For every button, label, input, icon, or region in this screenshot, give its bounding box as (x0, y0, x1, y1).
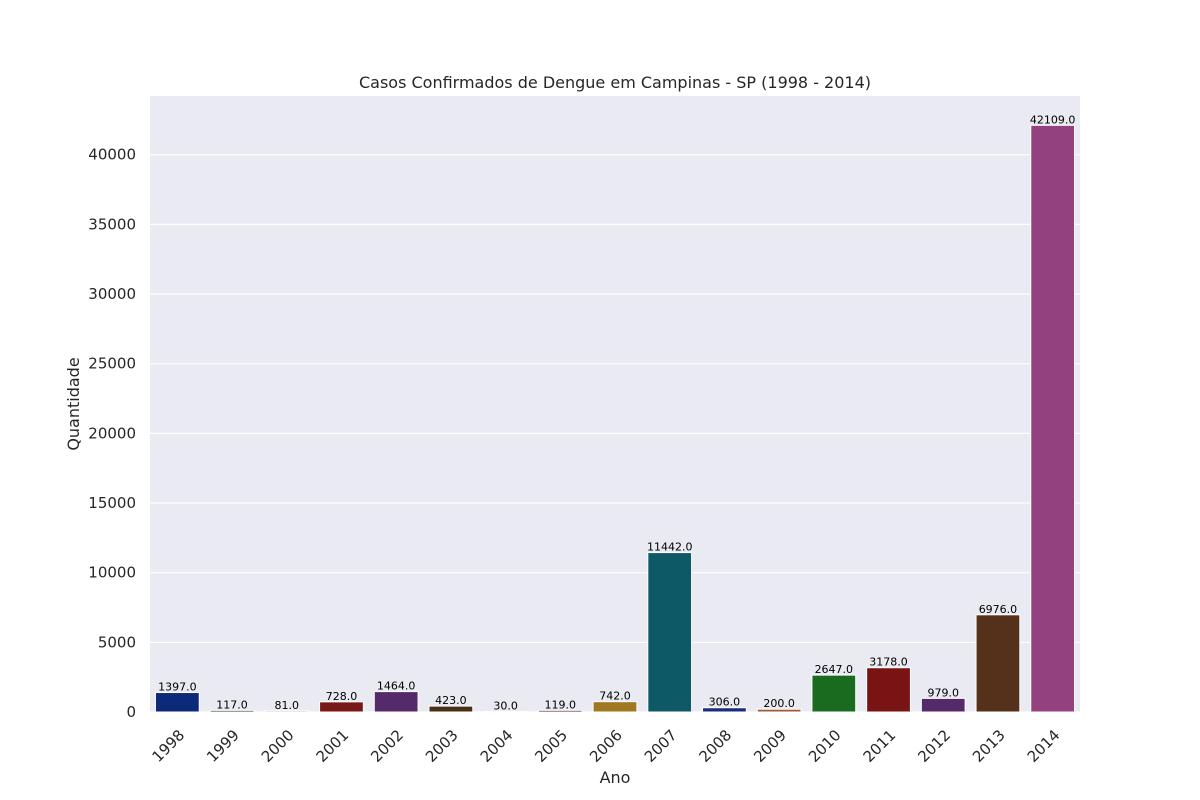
bar-value-label: 2647.0 (815, 663, 854, 676)
x-tick-label: 1998 (148, 726, 188, 766)
bar-value-label: 3178.0 (869, 656, 908, 669)
x-tick-label: 2010 (805, 726, 845, 766)
bar-value-label: 6976.0 (979, 603, 1018, 616)
x-tick-label: 2008 (696, 726, 736, 766)
y-axis-ticks: 0 5000 10000 15000 20000 25000 30000 35000 40000 (88, 146, 136, 721)
bar-value-label: 1397.0 (158, 681, 197, 694)
chart-title: Casos Confirmados de Dengue em Campinas … (359, 73, 871, 92)
y-tick-label: 10000 (88, 564, 136, 582)
x-tick-label: 2003 (422, 726, 462, 766)
x-tick-label: 2009 (750, 726, 790, 766)
bar-2012 (920, 697, 966, 713)
x-tick-label: 2000 (258, 726, 298, 766)
bar-value-label: 1464.0 (377, 680, 416, 693)
bar-1999 (209, 709, 255, 713)
x-tick-label: 2014 (1024, 726, 1064, 766)
x-tick-label: 2012 (914, 726, 954, 766)
bar-value-label: 30.0 (493, 700, 518, 713)
bar-1998 (154, 692, 200, 713)
bar-2001 (319, 701, 364, 713)
bars (154, 124, 1076, 713)
x-tick-label: 2006 (586, 726, 626, 766)
bar-2003 (428, 705, 474, 713)
bar-value-label: 81.0 (275, 699, 300, 712)
y-axis-label: Quantidade (64, 357, 83, 450)
x-tick-label: 2004 (477, 726, 517, 766)
y-tick-label: 25000 (88, 355, 136, 373)
y-tick-label: 35000 (88, 215, 136, 233)
x-tick-label: 2013 (969, 726, 1009, 766)
bar-value-label: 742.0 (599, 690, 631, 703)
bar-2006 (592, 701, 638, 713)
x-tick-label: 2005 (531, 726, 571, 766)
x-tick-label: 2002 (367, 726, 407, 766)
y-tick-label: 0 (126, 703, 136, 721)
bar-value-label: 119.0 (545, 698, 577, 711)
bar-2002 (373, 691, 419, 713)
y-tick-label: 15000 (88, 494, 136, 512)
bar-value-label: 117.0 (216, 698, 248, 711)
bar-2000 (264, 710, 310, 713)
bar-2013 (975, 614, 1021, 713)
bar-value-label: 728.0 (326, 690, 358, 703)
grid-lines (150, 154, 1080, 713)
bar-2005 (537, 709, 583, 713)
x-tick-label: 2007 (641, 726, 681, 766)
plot-area (150, 96, 1080, 712)
bar-value-label: 306.0 (709, 696, 741, 709)
bar-value-label: 42109.0 (1030, 113, 1076, 126)
bar-value-label: 11442.0 (647, 541, 693, 554)
y-tick-label: 30000 (88, 285, 136, 303)
bar-value-labels: 1397.0 117.0 81.0 728.0 1464.0 423.0 30.0 119.0… (158, 113, 1075, 712)
bar-value-label: 423.0 (435, 694, 467, 707)
x-tick-label: 2011 (860, 726, 900, 766)
bar-2008 (702, 707, 747, 713)
x-axis-ticks: 1998 1999 2000 2001 2002 2003 2004 2005 2006 2007… (148, 726, 1063, 766)
x-tick-label: 2001 (313, 726, 353, 766)
bar-2011 (866, 667, 911, 713)
y-tick-label: 40000 (88, 146, 136, 164)
bar-2009 (756, 708, 802, 713)
bar-2007 (647, 552, 693, 713)
bar-value-label: 979.0 (927, 686, 959, 699)
bar-value-label: 200.0 (763, 697, 795, 710)
bar-2010 (811, 674, 857, 713)
x-tick-label: 1999 (203, 726, 243, 766)
x-axis-label: Ano (600, 768, 631, 787)
bar-2014 (1030, 124, 1076, 713)
y-tick-label: 20000 (88, 424, 136, 442)
y-tick-label: 5000 (98, 633, 136, 651)
